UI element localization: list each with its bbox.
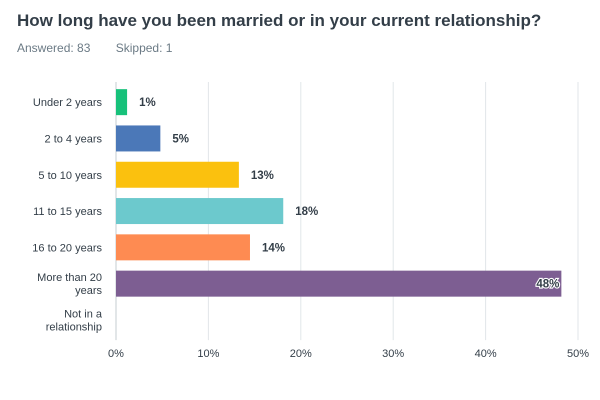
x-tick-label: 40% [475, 348, 497, 360]
category-label: 2 to 4 years [45, 133, 103, 145]
question-title: How long have you been married or in you… [17, 11, 542, 30]
category-label: 11 to 15 years [33, 206, 102, 218]
category-label: years [75, 285, 102, 297]
x-tick-label: 50% [567, 348, 589, 360]
data-label: 14% [262, 242, 285, 254]
x-tick-label: 10% [197, 348, 219, 360]
bar [116, 234, 250, 261]
data-label: 5% [172, 133, 189, 145]
bar [116, 198, 284, 225]
response-stats: Answered: 83 Skipped: 1 [17, 41, 194, 55]
bar [116, 270, 562, 297]
category-label: Not in a [64, 308, 103, 320]
data-label: 48% [536, 279, 559, 291]
category-label: relationship [46, 321, 102, 333]
category-label: 16 to 20 years [32, 242, 102, 254]
category-label: 5 to 10 years [38, 170, 102, 182]
bar [116, 161, 239, 188]
x-tick-label: 30% [382, 348, 404, 360]
skipped-count: Skipped: 1 [115, 41, 173, 55]
answered-count: Answered: 83 [17, 41, 91, 55]
data-label: 13% [251, 170, 274, 182]
data-label: 18% [295, 206, 318, 218]
category-label: More than 20 [37, 272, 102, 284]
x-tick-label: 0% [108, 348, 124, 360]
bar [116, 125, 161, 152]
x-tick-label: 20% [290, 348, 312, 360]
category-label: Under 2 years [33, 97, 103, 109]
bar [116, 89, 128, 116]
data-label: 1% [139, 97, 156, 109]
